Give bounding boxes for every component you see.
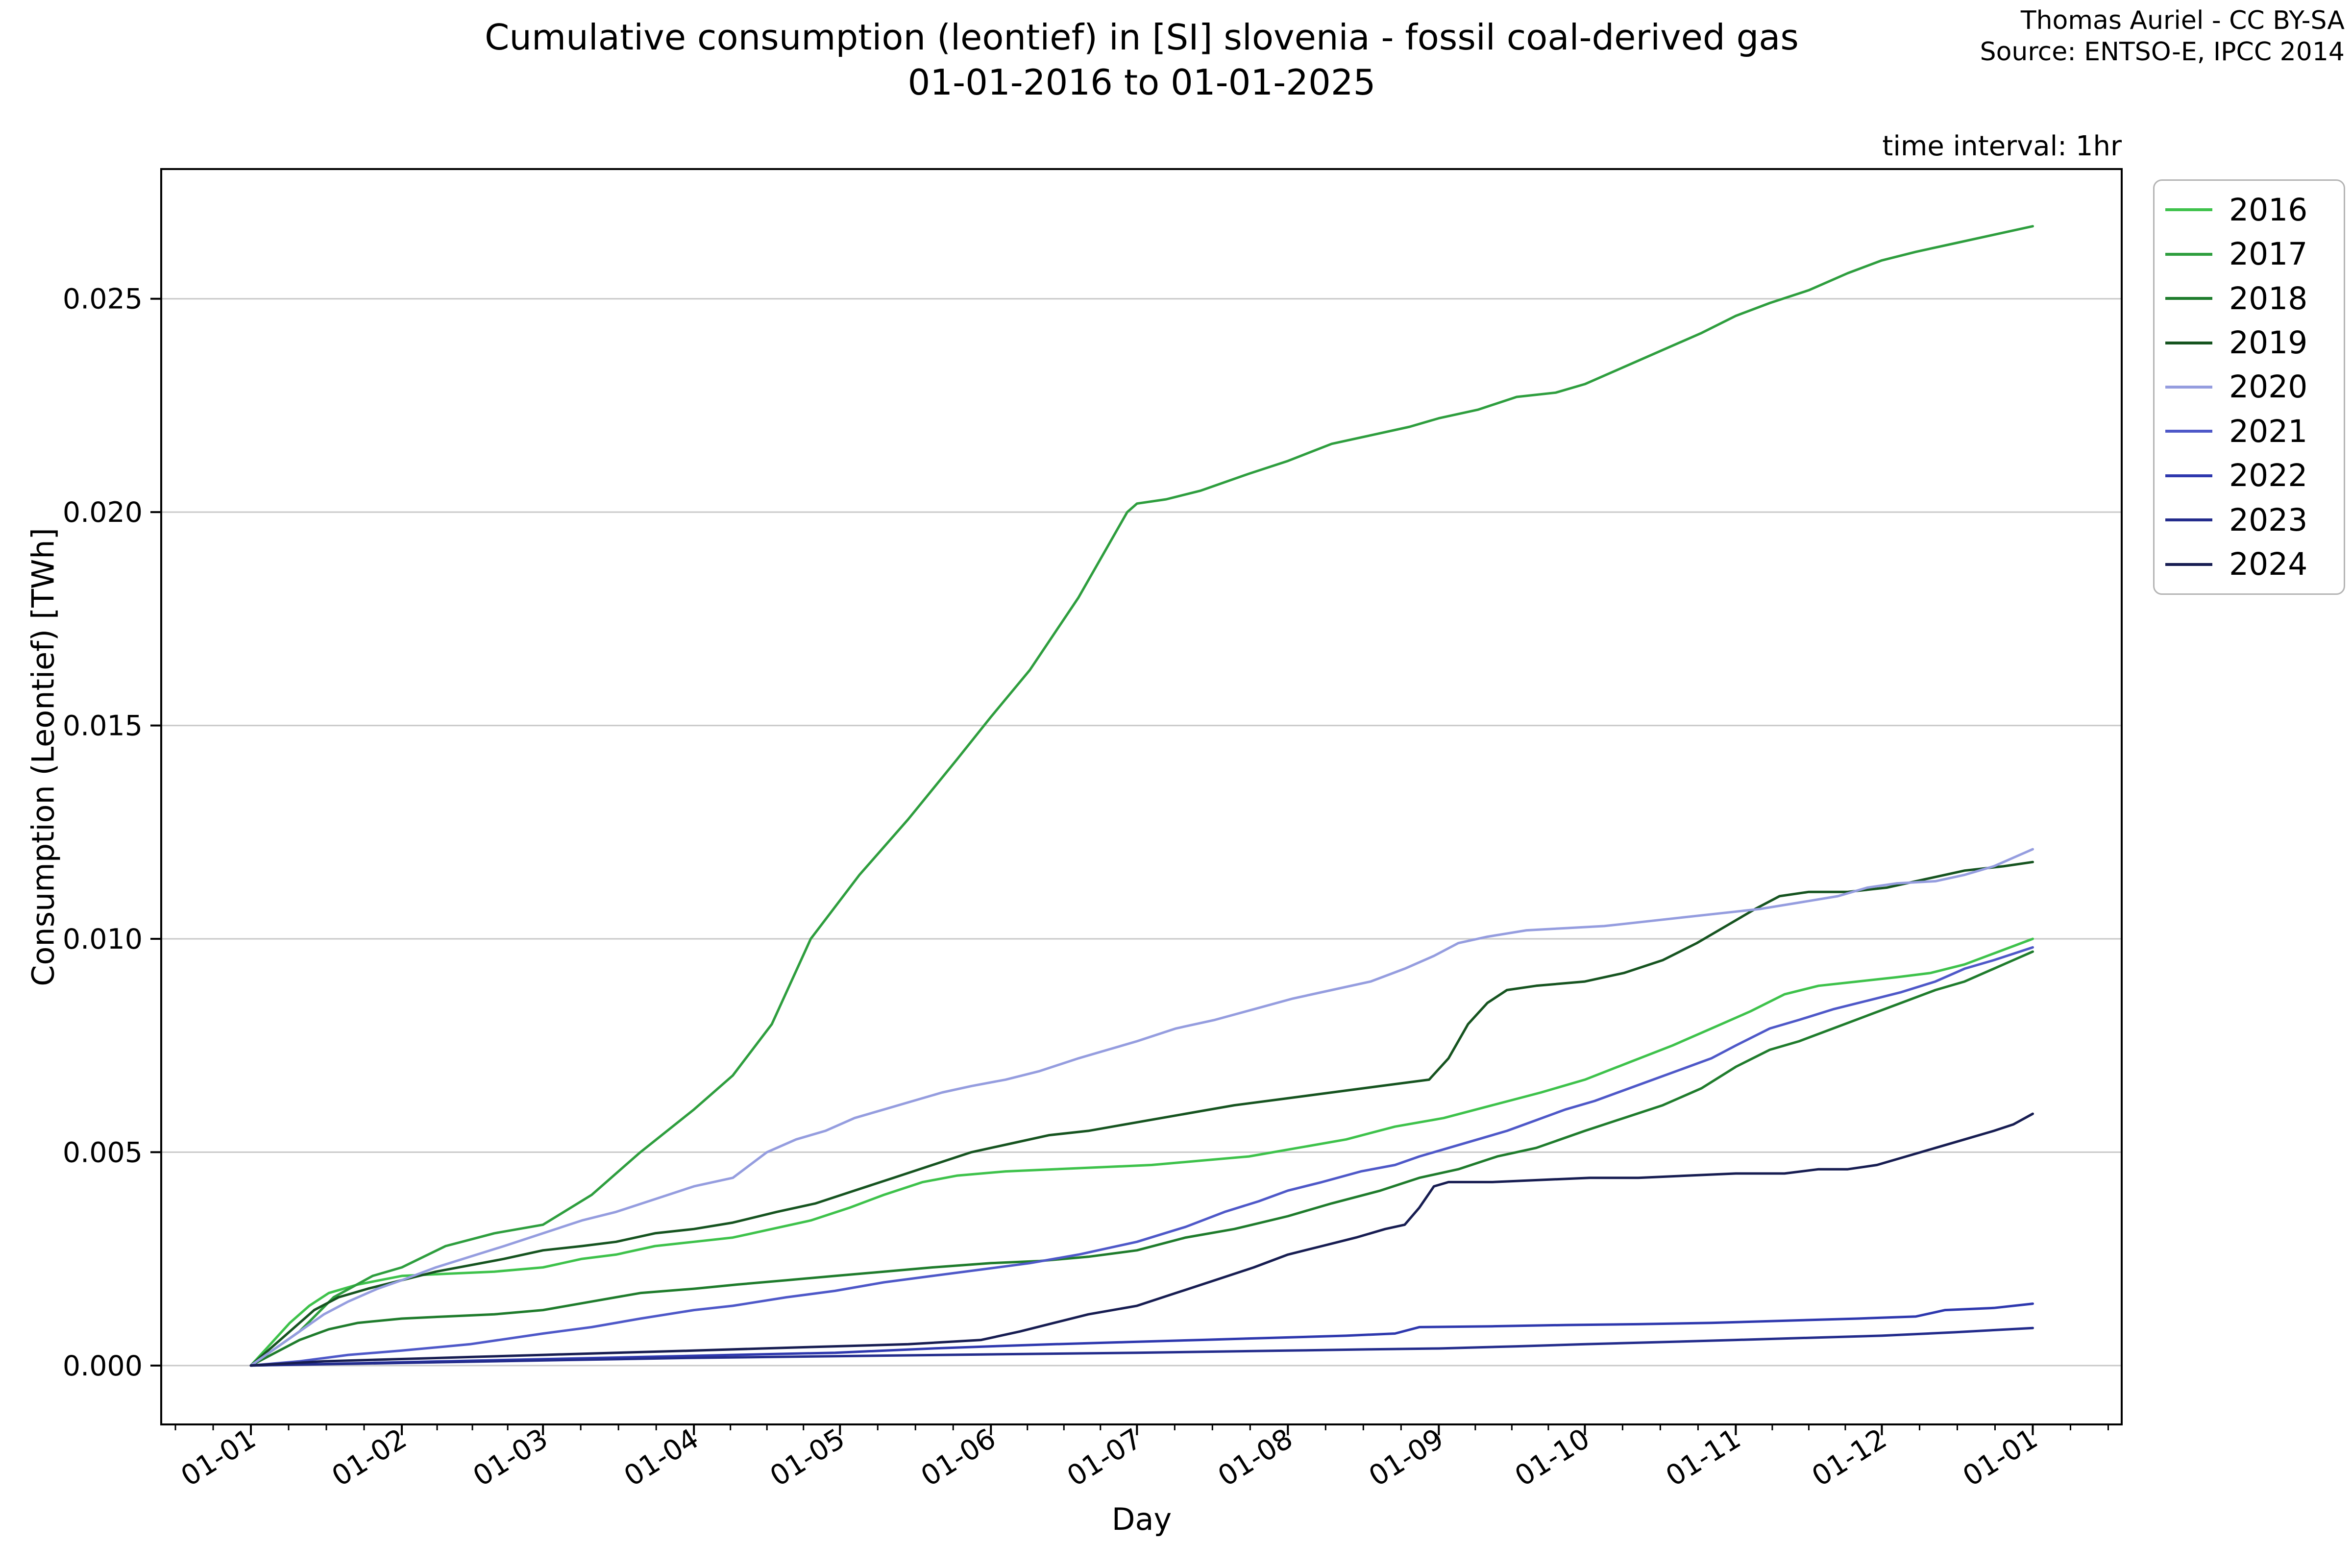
x-tick-label-01-01: 01-01 [175,1422,261,1493]
legend-line-swatch-2018 [2165,297,2212,300]
legend-label-2023: 2023 [2229,502,2308,538]
legend-label-2024: 2024 [2229,546,2308,583]
legend-item-2020: 2020 [2165,369,2344,405]
time-interval-note: time interval: 1hr [1882,130,2122,162]
x-tick-label-01-10: 01-10 [1509,1422,1595,1493]
x-tick-label-01-09: 01-09 [1363,1422,1449,1493]
series-line-2021 [249,946,2034,1367]
legend-item-2023: 2023 [2165,502,2344,538]
legend-label-2019: 2019 [2229,325,2308,361]
legend-line-swatch-2021 [2165,430,2212,433]
legend-item-2018: 2018 [2165,281,2344,317]
y-tick-label-0.015: 0.015 [63,710,143,742]
legend-line-swatch-2017 [2165,252,2212,256]
series-line-2016 [249,937,2034,1367]
x-tick-label-01-02: 01-02 [326,1422,412,1493]
x-tick-label-01-07: 01-07 [1061,1422,1147,1493]
legend-label-2018: 2018 [2229,280,2308,317]
y-tick-label-0.010: 0.010 [63,923,143,956]
legend: 2016 2017 2018 2019 2020 2021 2022 2023 2024 [2153,179,2345,595]
x-tick-label-01-06: 01-06 [915,1422,1001,1493]
legend-line-swatch-2019 [2165,341,2212,344]
attribution-author: Thomas Auriel - CC BY-SA [2020,6,2345,35]
x-axis-label: Day [1111,1501,1172,1537]
legend-line-swatch-2020 [2165,385,2212,389]
legend-line-swatch-2022 [2165,474,2212,477]
series-line-2019 [249,860,2034,1367]
attribution-source: Source: ENTSO-E, IPCC 2014 [1980,37,2345,67]
legend-line-swatch-2023 [2165,518,2212,522]
chart-title: Cumulative consumption (leontief) in [SI… [407,15,1877,105]
attribution: Thomas Auriel - CC BY-SA Source: ENTSO-E… [1568,5,2345,68]
legend-item-2017: 2017 [2165,236,2344,272]
series-line-2023 [249,1326,2034,1367]
x-tick-label-01-01: 01-01 [1957,1422,2043,1493]
x-tick-label-01-03: 01-03 [467,1422,553,1493]
legend-item-2022: 2022 [2165,458,2344,493]
series-line-2024 [249,1112,2034,1367]
legend-line-swatch-2024 [2165,563,2212,566]
x-tick-label-01-04: 01-04 [618,1422,704,1493]
chart-title-line1: Cumulative consumption (leontief) in [SI… [485,17,1799,58]
legend-item-2024: 2024 [2165,546,2344,582]
x-tick-label-01-12: 01-12 [1806,1422,1892,1493]
series-line-2020 [249,848,2034,1367]
x-tick-label-01-08: 01-08 [1212,1422,1298,1493]
x-tick-label-01-11: 01-11 [1660,1422,1746,1493]
x-tick-label-01-05: 01-05 [764,1422,850,1493]
chart-title-line2: 01-01-2016 to 01-01-2025 [907,62,1376,103]
legend-item-2019: 2019 [2165,325,2344,361]
legend-line-swatch-2016 [2165,208,2212,212]
y-axis-label: Consumption (Leontief) [TWh] [25,528,61,986]
series-line-2018 [249,950,2034,1367]
y-tick-label-0.000: 0.000 [63,1350,143,1382]
y-tick-label-0.020: 0.020 [63,496,143,529]
legend-label-2016: 2016 [2229,192,2308,228]
series-line-2022 [249,1302,2034,1367]
legend-item-2021: 2021 [2165,414,2344,449]
y-tick-label-0.025: 0.025 [63,283,143,316]
legend-item-2016: 2016 [2165,192,2344,228]
plot-border [160,168,2123,1425]
y-tick-label-0.005: 0.005 [63,1136,143,1169]
legend-label-2017: 2017 [2229,236,2308,272]
legend-label-2021: 2021 [2229,413,2308,449]
series-line-2017 [249,225,2034,1367]
legend-label-2022: 2022 [2229,458,2308,494]
legend-label-2020: 2020 [2229,369,2308,405]
